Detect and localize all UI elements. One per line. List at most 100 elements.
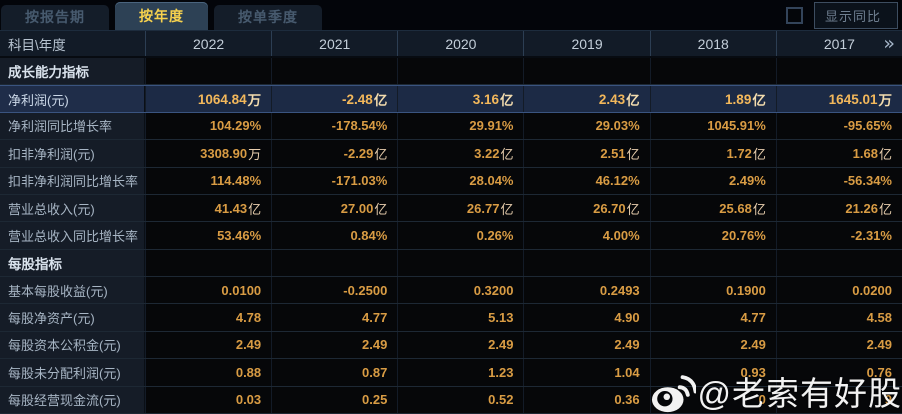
table-row[interactable]: 扣非净利润同比增长率 114.48% -171.03% 28.04% 46.12% 2.4… — [0, 167, 902, 195]
tab-by-year[interactable]: 按年度 — [115, 2, 208, 30]
section-row: 成长能力指标 — [0, 58, 902, 86]
value-cell: 2.43 亿 — [523, 86, 650, 112]
value-cell — [271, 58, 398, 85]
table-row[interactable]: 基本每股收益(元) 0.0100 -0.2500 0.3200 0.2493 0.1900… — [0, 277, 902, 305]
value-cell: 0.3200 — [397, 277, 524, 304]
table-row[interactable]: 每股经营现金流(元) 0.03 0.25 0.52 0.36 0 9 — [0, 386, 902, 414]
value-cell: 0.0200 — [775, 277, 902, 304]
value-cell — [397, 58, 524, 85]
show-yoy-checkbox[interactable] — [785, 7, 803, 24]
value-cell: -178.54% — [271, 112, 398, 140]
value-cell: 4.58 — [775, 304, 902, 331]
more-years-icon[interactable]: » — [883, 32, 895, 54]
value-cell: 104.29% — [145, 112, 272, 140]
value-cell — [397, 249, 524, 276]
row-label: 营业总收入(元) — [0, 194, 145, 222]
value-cell — [649, 58, 776, 85]
value-cell: 1.23 — [397, 359, 524, 386]
table-row[interactable]: 净利润同比增长率 104.29% -178.54% 29.91% 29.03% 1045.… — [0, 112, 902, 141]
value-unit: 亿 — [374, 146, 388, 162]
value-cell: 0.36 — [523, 386, 650, 413]
row-label: 扣非净利润同比增长率 — [0, 167, 145, 194]
value-cell: 5.13 — [397, 304, 524, 331]
table-row[interactable]: 营业总收入同比增长率 53.46% 0.84% 0.26% 4.00% 20.76% -2.… — [0, 222, 902, 250]
value-cell: 2.49 — [775, 331, 902, 359]
value-cell: 1045.91% — [649, 112, 776, 140]
value-unit: 万 — [878, 93, 892, 109]
value-cell: -56.34% — [775, 167, 902, 194]
value-cell: 0.2493 — [523, 277, 650, 304]
value-cell: 3308.90 万 — [145, 140, 272, 167]
row-label: 每股净资产(元) — [0, 304, 145, 331]
table-row[interactable]: 营业总收入(元) 41.43 亿 27.00 亿 26.77 亿 26.70 亿 25.68 亿 21… — [0, 194, 902, 223]
value-cell: 2.49 — [271, 331, 398, 359]
value-cell: 20.76% — [649, 222, 776, 249]
value-cell — [775, 58, 902, 85]
value-cell: 3.16 亿 — [397, 86, 524, 112]
row-label: 营业总收入同比增长率 — [0, 222, 145, 249]
table-row[interactable]: 每股资本公积金(元) 2.49 2.49 2.49 2.49 2.49 2.49 — [0, 331, 902, 360]
value-cell: 1064.84 万 — [145, 86, 272, 112]
value-unit: 亿 — [500, 146, 514, 162]
year-header: 2018 — [649, 31, 776, 56]
year-header: 2017 » — [775, 31, 902, 56]
row-label: 基本每股收益(元) — [0, 277, 145, 304]
section-row: 每股指标 — [0, 249, 902, 277]
year-label: 2019 — [571, 35, 603, 52]
value-cell: 0.1900 — [649, 277, 776, 304]
year-header: 2020 — [397, 31, 523, 56]
value-cell: -95.65% — [775, 112, 902, 140]
row-label: 每股资本公积金(元) — [0, 331, 145, 359]
value-cell — [271, 249, 398, 276]
value-cell: 2.49 — [145, 331, 272, 359]
value-cell: 26.77 亿 — [397, 194, 524, 222]
value-cell: 2.51 亿 — [523, 140, 650, 167]
row-label: 扣非净利润(元) — [0, 140, 145, 167]
value-cell — [523, 58, 650, 85]
value-cell: 0.93 — [649, 359, 776, 386]
value-cell: 1645.01 万 — [775, 86, 902, 112]
value-unit: 亿 — [878, 146, 892, 162]
value-cell: 53.46% — [145, 222, 272, 249]
table-row[interactable]: 扣非净利润(元) 3308.90 万 -2.29 亿 3.22 亿 2.51 亿 1.72 亿 1.6… — [0, 140, 902, 168]
value-cell: 1.68 亿 — [775, 140, 902, 167]
corner-header-cell: 科目\年度 — [8, 37, 66, 53]
row-label: 成长能力指标 — [0, 58, 145, 85]
value-cell: 0.76 — [775, 359, 902, 386]
value-cell: 25.68 亿 — [649, 194, 776, 222]
table-row[interactable]: 净利润(元) 1064.84 万 -2.48 亿 3.16 亿 2.43 亿 1.89 亿 1645.… — [0, 85, 902, 113]
year-label: 2021 — [319, 35, 351, 52]
show-yoy-control: 显示同比 — [785, 2, 898, 29]
value-unit: 亿 — [373, 93, 388, 109]
tab-by-single-quarter[interactable]: 按单季度 — [214, 5, 322, 30]
value-cell: -2.48 亿 — [271, 86, 398, 112]
year-header: 2022 — [145, 31, 271, 56]
value-unit: 亿 — [752, 146, 766, 162]
row-label: 每股未分配利润(元) — [0, 359, 145, 386]
value-cell: -0.2500 — [271, 277, 398, 304]
value-cell: 2.49 — [523, 331, 650, 359]
value-cell: 3.22 亿 — [397, 140, 524, 167]
year-header: 2021 — [271, 31, 397, 56]
value-unit: 亿 — [752, 201, 766, 217]
table-row[interactable]: 每股未分配利润(元) 0.88 0.87 1.23 1.04 0.93 0.76 — [0, 359, 902, 387]
value-unit: 亿 — [878, 201, 892, 217]
value-cell: 2.49 — [649, 331, 776, 359]
tab-by-report-period[interactable]: 按报告期 — [1, 5, 109, 30]
value-cell: 4.77 — [649, 304, 776, 331]
value-cell: 28.04% — [397, 167, 524, 194]
value-unit: 亿 — [500, 201, 514, 217]
value-cell: 41.43 亿 — [145, 194, 272, 222]
year-label: 2018 — [697, 35, 729, 52]
value-cell: 4.78 — [145, 304, 272, 331]
table-row[interactable]: 每股净资产(元) 4.78 4.77 5.13 4.90 4.77 4.58 — [0, 304, 902, 332]
value-cell — [145, 249, 272, 276]
value-cell: 9 — [775, 386, 902, 413]
value-cell: 0.52 — [397, 386, 524, 413]
value-cell: -2.29 亿 — [271, 140, 398, 167]
show-yoy-label[interactable]: 显示同比 — [813, 2, 898, 29]
value-cell: 26.70 亿 — [523, 194, 650, 222]
value-unit: 亿 — [248, 201, 262, 217]
value-unit: 亿 — [626, 201, 640, 217]
value-cell — [145, 58, 272, 85]
